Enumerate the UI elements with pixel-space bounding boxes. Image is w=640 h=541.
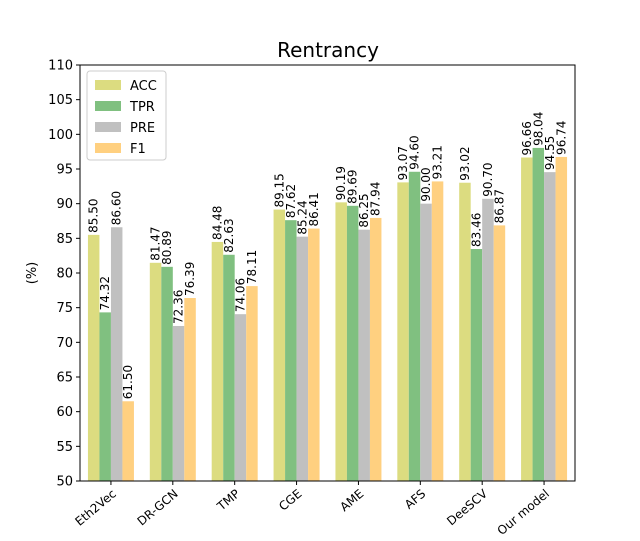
x-tick-label-0: Eth2Vec	[72, 487, 118, 529]
y-tick-label-8: 90	[56, 197, 73, 212]
x-tick-label-4: AME	[337, 487, 366, 515]
bar-tpr-4	[346, 205, 359, 481]
bar-acc-1	[149, 262, 162, 481]
value-label-acc-5: 93.07	[396, 146, 410, 180]
bar-f1-6	[493, 225, 506, 481]
y-tick-label-5: 75	[56, 301, 73, 316]
value-label-f1-3: 86.41	[307, 192, 321, 226]
bar-pre-3	[296, 236, 309, 481]
value-label-f1-7: 96.74	[554, 121, 568, 155]
bar-acc-3	[273, 209, 286, 481]
chart-title: Rentrancy	[277, 38, 379, 62]
value-label-tpr-2: 82.63	[222, 218, 236, 252]
plot-frame	[79, 64, 576, 482]
bar-pre-0	[110, 227, 123, 481]
value-label-tpr-6: 83.46	[469, 213, 483, 247]
value-label-acc-3: 89.15	[272, 173, 286, 207]
value-label-acc-4: 90.19	[334, 166, 348, 200]
value-label-acc-7: 96.66	[520, 121, 534, 155]
value-label-acc-6: 93.02	[458, 146, 472, 180]
bar-pre-5	[420, 203, 432, 482]
bar-f1-3	[308, 228, 320, 481]
y-tick-label-6: 80	[56, 267, 73, 282]
bar-tpr-1	[161, 266, 173, 481]
bar-pre-2	[234, 314, 247, 481]
legend-swatch-f1	[95, 143, 121, 153]
x-tick-label-3: CGE	[276, 487, 304, 514]
bar-f1-2	[246, 286, 258, 481]
bar-acc-4	[335, 202, 347, 481]
bar-f1-4	[369, 217, 382, 481]
x-tick-label-1: DR-GCN	[135, 487, 181, 529]
value-label-tpr-7: 98.04	[531, 112, 545, 146]
value-label-pre-6: 90.70	[481, 162, 495, 196]
bar-tpr-2	[223, 254, 235, 481]
bar-acc-6	[459, 182, 471, 482]
y-tick-label-10: 100	[48, 128, 73, 143]
bar-pre-1	[172, 325, 185, 481]
legend-swatch-pre	[95, 122, 121, 132]
x-tick-label-7: Our model	[495, 487, 552, 538]
legend: ACC TPR PRE F1	[86, 70, 167, 161]
value-label-pre-5: 90.00	[419, 167, 433, 201]
bar-acc-5	[397, 182, 409, 481]
bar-f1-7	[555, 156, 568, 481]
bar-acc-7	[521, 157, 533, 482]
value-label-pre-2: 74.06	[233, 278, 247, 312]
value-label-f1-5: 93.21	[431, 145, 445, 179]
y-axis-label: (%)	[25, 262, 40, 285]
y-tick-label-11: 105	[48, 93, 73, 108]
legend-swatch-acc	[95, 80, 121, 90]
bar-f1-1	[184, 298, 196, 481]
value-label-f1-6: 86.87	[492, 189, 506, 223]
value-label-tpr-5: 94.60	[408, 135, 422, 169]
value-label-acc-0: 85.50	[87, 199, 101, 233]
bar-tpr-5	[408, 171, 421, 481]
bar-tpr-3	[285, 220, 297, 482]
value-label-tpr-3: 87.62	[284, 184, 298, 218]
value-label-acc-2: 84.48	[210, 206, 224, 240]
bar-pre-7	[544, 172, 556, 481]
legend-label-pre: PRE	[130, 121, 155, 136]
legend-label-f1: F1	[130, 142, 146, 157]
bar-pre-6	[482, 198, 494, 481]
y-tick-label-4: 70	[56, 336, 73, 351]
value-label-tpr-0: 74.32	[98, 276, 112, 310]
value-label-pre-1: 72.36	[172, 290, 186, 324]
bar-acc-2	[211, 241, 224, 481]
value-label-f1-0: 61.50	[121, 365, 135, 399]
value-label-tpr-4: 89.69	[346, 169, 360, 203]
value-label-pre-0: 86.60	[110, 191, 124, 225]
bar-pre-4	[358, 229, 370, 481]
value-label-tpr-1: 80.89	[160, 230, 174, 264]
bar-tpr-7	[532, 147, 545, 482]
x-tick-label-5: AFS	[402, 487, 428, 512]
legend-box	[86, 70, 167, 161]
y-tick-label-9: 95	[56, 163, 73, 178]
legend-label-acc: ACC	[130, 79, 157, 94]
bar-f1-0	[122, 401, 134, 481]
bar-f1-5	[431, 181, 444, 481]
legend-label-tpr: TPR	[129, 100, 155, 115]
y-tick-label-12: 110	[48, 59, 73, 74]
bar-tpr-6	[470, 249, 483, 481]
value-label-acc-1: 81.47	[149, 226, 163, 260]
y-tick-label-3: 65	[56, 371, 73, 386]
x-tick-label-2: TMP	[214, 487, 243, 514]
y-tick-label-2: 60	[56, 405, 73, 420]
value-label-f1-1: 76.39	[183, 262, 197, 296]
legend-swatch-tpr	[95, 101, 121, 111]
y-tick-label-1: 55	[56, 440, 73, 455]
value-label-pre-3: 85.24	[295, 200, 309, 234]
bar-acc-0	[87, 234, 100, 481]
bar-tpr-0	[99, 312, 111, 481]
value-label-f1-4: 87.94	[369, 182, 383, 216]
y-tick-label-7: 85	[56, 232, 73, 247]
x-tick-label-6: DeeSCV	[444, 486, 491, 528]
value-label-f1-2: 78.11	[245, 250, 259, 284]
value-label-pre-4: 86.25	[357, 193, 371, 227]
value-label-pre-7: 94.55	[543, 136, 557, 170]
y-tick-label-0: 50	[56, 475, 73, 490]
